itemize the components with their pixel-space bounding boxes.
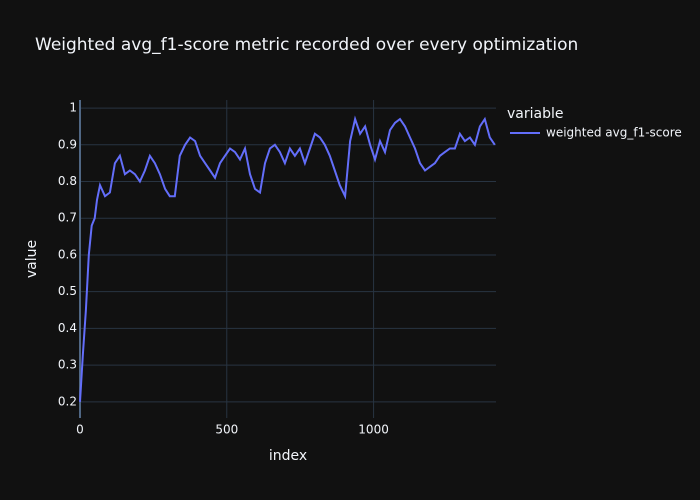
y-tick-label: 1	[69, 101, 77, 115]
y-tick-label: 0.6	[58, 247, 77, 261]
x-tick-label: 0	[76, 423, 84, 437]
legend-label[interactable]: weighted avg_f1-score	[546, 126, 682, 140]
y-tick-label: 0.4	[58, 321, 77, 335]
y-tick-label: 0.8	[58, 174, 77, 188]
legend-title: variable	[507, 106, 563, 122]
x-tick-label: 500	[215, 423, 238, 437]
y-tick-label: 0.3	[58, 358, 77, 372]
x-axis-label: index	[269, 448, 307, 464]
chart-title: Weighted avg_f1-score metric recorded ov…	[35, 35, 578, 55]
y-tick-label: 0.7	[58, 211, 77, 225]
y-tick-label: 0.5	[58, 284, 77, 298]
x-tick-label: 1000	[358, 423, 389, 437]
y-tick-label: 0.9	[58, 137, 77, 151]
y-tick-label: 0.2	[58, 394, 77, 408]
y-axis-label: value	[24, 240, 40, 278]
line	[79, 115, 496, 402]
